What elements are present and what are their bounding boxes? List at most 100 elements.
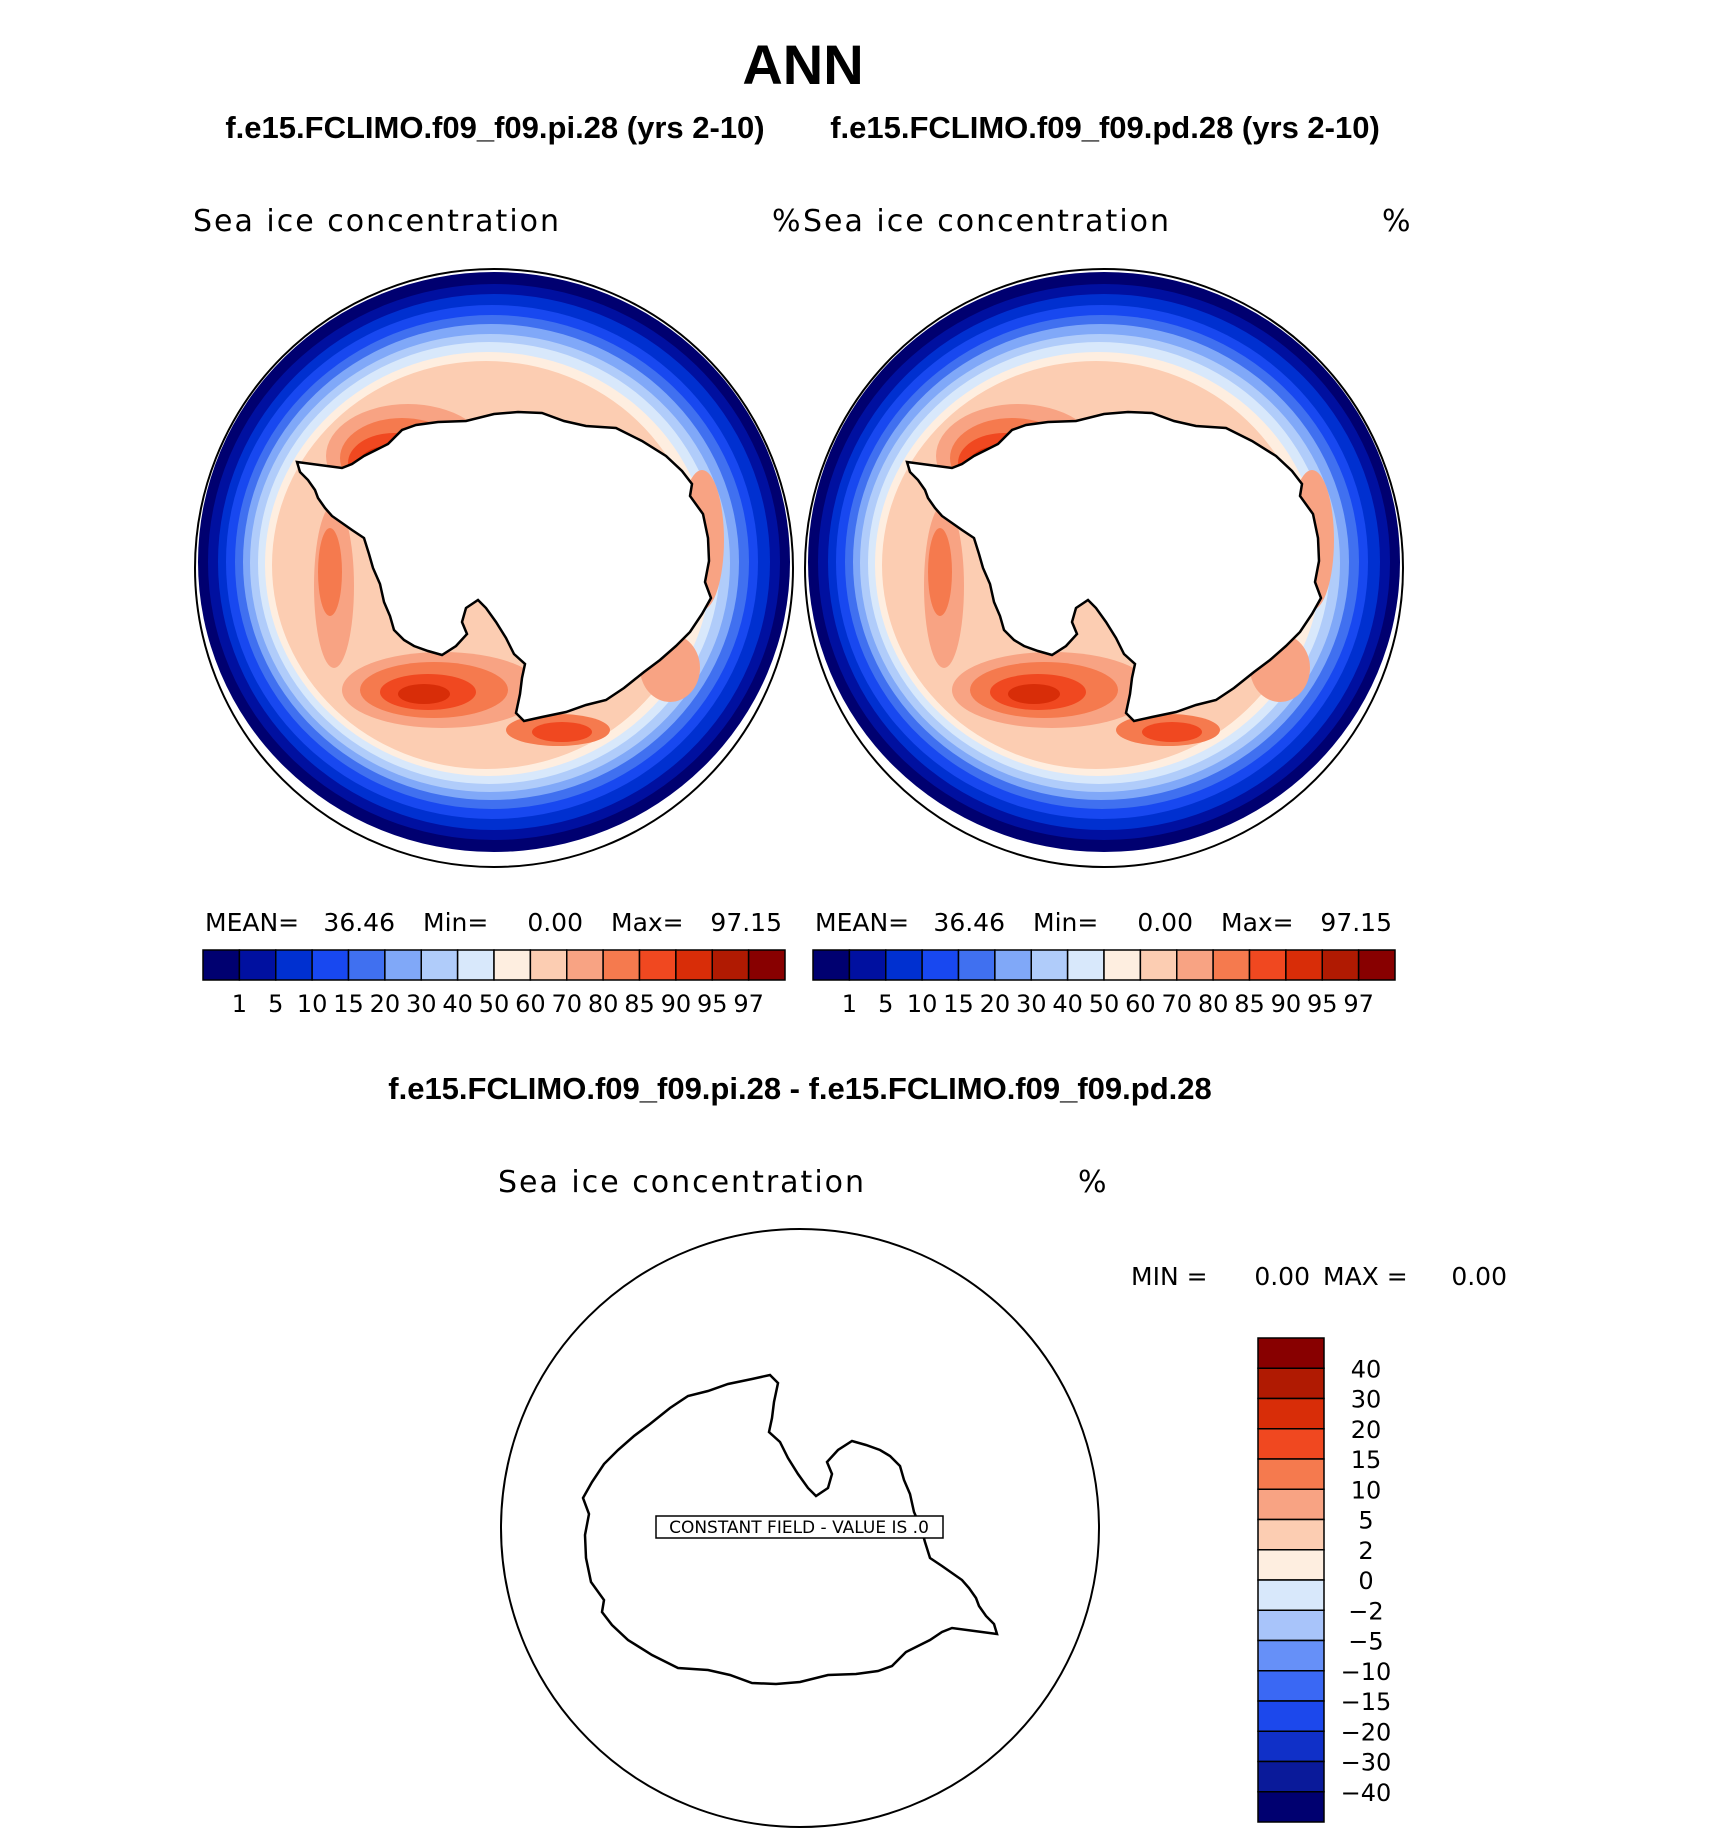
colorbar-label-1-5: 30: [1016, 990, 1047, 1018]
right-map-units: %: [1382, 204, 1411, 239]
colorbar-box-1-15: [1357, 949, 1396, 981]
colorbar-box-0-9: [529, 949, 568, 981]
colorbar-box-0-3: [311, 949, 350, 981]
colorbar-label-1-10: 80: [1198, 990, 1229, 1018]
colorbar-box-1-2: [885, 949, 923, 981]
left-polar-map: [194, 268, 794, 868]
diff-colorbar-box-5: [1257, 1488, 1325, 1521]
diff-case-title: f.e15.FCLIMO.f09_f09.pi.28 - f.e15.FCLIM…: [388, 1071, 1211, 1106]
diff-max-value: 0.00: [1451, 1262, 1507, 1291]
diff-map-units: %: [1078, 1165, 1107, 1200]
colorbar-label-1-7: 50: [1089, 990, 1120, 1018]
left-max-label: Max=: [611, 908, 684, 937]
colorbar-box-1-3: [921, 949, 960, 981]
ice-high-band-0-10: [532, 722, 592, 742]
colorbar-box-0-5: [384, 949, 422, 981]
diff-min-label: MIN =: [1131, 1262, 1208, 1291]
colorbar-box-1-8: [1103, 949, 1142, 981]
colorbar-label-0-1: 5: [268, 990, 283, 1018]
left-min-value: 0.00: [527, 908, 583, 937]
diff-colorbar-box-0: [1257, 1337, 1325, 1369]
colorbar-box-1-13: [1285, 949, 1323, 981]
diff-colorbar-box-8: [1257, 1579, 1325, 1611]
diff-min-value: 0.00: [1254, 1262, 1310, 1291]
colorbar-label-1-13: 95: [1307, 990, 1338, 1018]
colorbar-label-0-5: 30: [406, 990, 437, 1018]
ice-high-band-0-8: [398, 684, 450, 704]
left-mean-label: MEAN=: [205, 908, 299, 937]
diff-colorbar-label-11: −15: [1341, 1688, 1392, 1716]
diff-colorbar-box-7: [1257, 1549, 1325, 1581]
colorbar-label-1-3: 15: [943, 990, 974, 1018]
diff-colorbar-label-5: 5: [1358, 1507, 1373, 1535]
colorbar-box-0-2: [275, 949, 313, 981]
diff-colorbar-label-6: 2: [1358, 1537, 1373, 1565]
colorbar-box-1-1: [848, 949, 887, 981]
left-min-label: Min=: [423, 908, 488, 937]
colorbar-box-1-14: [1321, 949, 1360, 981]
diff-colorbar-label-10: −10: [1341, 1658, 1392, 1686]
colorbar-box-0-11: [602, 949, 641, 981]
left-case-title: f.e15.FCLIMO.f09_f09.pi.28 (yrs 2-10): [225, 110, 764, 145]
right-mean-value: 36.46: [933, 908, 1005, 937]
diff-colorbar-box-13: [1257, 1730, 1325, 1763]
colorbar-label-1-0: 1: [842, 990, 857, 1018]
colorbar-box-0-14: [711, 949, 750, 981]
ice-high-band-1-12: [928, 528, 952, 616]
right-stats: MEAN= 36.46 Min= 0.00 Max= 97.15: [815, 908, 1392, 937]
colorbar-box-1-11: [1212, 949, 1251, 981]
colorbar-box-0-8: [493, 949, 532, 981]
colorbar-label-0-9: 70: [551, 990, 582, 1018]
colorbar-box-1-10: [1176, 949, 1214, 981]
diff-colorbar-box-6: [1257, 1518, 1325, 1551]
colorbar-label-0-13: 95: [697, 990, 728, 1018]
right-max-label: Max=: [1221, 908, 1294, 937]
diff-colorbar-label-2: 20: [1351, 1416, 1382, 1444]
colorbar-label-1-4: 20: [980, 990, 1011, 1018]
colorbar-box-0-13: [675, 949, 713, 981]
colorbar-label-1-9: 70: [1161, 990, 1192, 1018]
left-map-units: %: [772, 204, 801, 239]
colorbar-label-0-6: 40: [442, 990, 473, 1018]
diff-colorbar-label-8: −2: [1348, 1597, 1383, 1625]
diff-colorbar-label-12: −20: [1341, 1718, 1392, 1746]
right-min-label: Min=: [1033, 908, 1098, 937]
colorbar-box-0-6: [420, 949, 459, 981]
diff-colorbar-box-11: [1257, 1670, 1325, 1702]
right-colorbar: 1 5 10 15 20 30 40 50 60 70 80 85 90 95 97: [812, 949, 1396, 1018]
colorbar-label-1-14: 97: [1343, 990, 1374, 1018]
left-map-title: Sea ice concentration: [193, 204, 561, 239]
left-mean-value: 36.46: [323, 908, 395, 937]
colorbar-box-0-7: [456, 949, 495, 981]
colorbar-box-0-4: [347, 949, 386, 981]
diff-colorbar-label-9: −5: [1348, 1628, 1383, 1656]
ice-high-band-1-8: [1008, 684, 1060, 704]
right-max-value: 97.15: [1320, 908, 1392, 937]
colorbar-box-0-1: [238, 949, 277, 981]
diff-colorbar-label-13: −30: [1341, 1749, 1392, 1777]
ice-high-band-1-10: [1142, 722, 1202, 742]
colorbar-box-1-0: [812, 949, 851, 981]
colorbar-label-0-10: 80: [588, 990, 619, 1018]
diff-colorbar-box-14: [1257, 1760, 1325, 1793]
diff-colorbar-label-7: 0: [1358, 1567, 1373, 1595]
colorbar-box-0-12: [638, 949, 677, 981]
colorbar-box-1-6: [1030, 949, 1069, 981]
colorbar-box-1-5: [994, 949, 1032, 981]
left-max-value: 97.15: [710, 908, 782, 937]
constant-field-box: [655, 1515, 944, 1539]
colorbar-label-1-6: 40: [1052, 990, 1083, 1018]
left-map-boundary: [194, 268, 794, 868]
diff-colorbar-box-3: [1257, 1428, 1325, 1460]
right-map-title: Sea ice concentration: [803, 204, 1171, 239]
colorbar-label-0-4: 20: [370, 990, 401, 1018]
diff-colorbar-label-4: 10: [1351, 1476, 1382, 1504]
colorbar-label-0-3: 15: [333, 990, 364, 1018]
diff-colorbar-box-9: [1257, 1609, 1325, 1642]
diff-map-boundary: [500, 1228, 1100, 1828]
constant-field-label: CONSTANT FIELD - VALUE IS .0: [669, 1518, 929, 1538]
colorbar-label-0-14: 97: [733, 990, 764, 1018]
colorbar-label-0-11: 85: [624, 990, 655, 1018]
diff-stats: MIN = 0.00 MAX = 0.00: [1131, 1262, 1507, 1291]
